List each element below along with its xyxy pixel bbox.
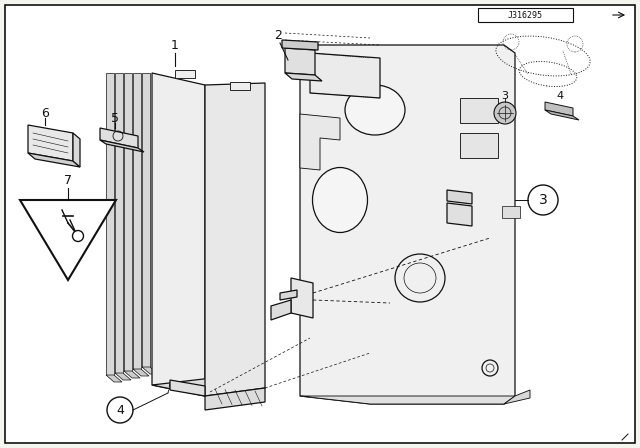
Ellipse shape: [345, 85, 405, 135]
Polygon shape: [300, 45, 515, 404]
Polygon shape: [447, 203, 472, 226]
Polygon shape: [124, 73, 132, 371]
Polygon shape: [124, 371, 140, 378]
Polygon shape: [291, 278, 313, 318]
Polygon shape: [115, 373, 131, 380]
Polygon shape: [152, 378, 265, 396]
Text: J316295: J316295: [508, 10, 543, 20]
Text: 4: 4: [556, 91, 564, 101]
Polygon shape: [28, 153, 80, 167]
Ellipse shape: [312, 168, 367, 233]
Bar: [460, 98, 498, 123]
Polygon shape: [106, 375, 122, 382]
Text: 7: 7: [64, 173, 72, 186]
Bar: [230, 82, 250, 90]
Polygon shape: [100, 128, 138, 148]
Text: 1: 1: [171, 39, 179, 52]
Polygon shape: [280, 290, 297, 300]
Bar: [502, 206, 520, 218]
Text: 2: 2: [274, 29, 282, 42]
Polygon shape: [285, 48, 315, 75]
Polygon shape: [100, 140, 144, 152]
Polygon shape: [545, 110, 579, 120]
Polygon shape: [447, 190, 472, 204]
Circle shape: [72, 231, 83, 241]
Text: 3: 3: [539, 193, 547, 207]
Bar: [478, 8, 573, 22]
Circle shape: [494, 102, 516, 124]
Polygon shape: [205, 83, 265, 396]
Polygon shape: [28, 125, 73, 161]
Polygon shape: [282, 40, 318, 50]
Polygon shape: [133, 73, 141, 369]
Polygon shape: [106, 73, 114, 375]
Text: 3: 3: [502, 91, 509, 101]
Text: 5: 5: [111, 112, 119, 125]
Polygon shape: [300, 114, 340, 170]
Polygon shape: [170, 380, 205, 396]
Polygon shape: [310, 53, 380, 98]
Polygon shape: [504, 390, 530, 404]
Bar: [460, 133, 498, 158]
Polygon shape: [115, 73, 123, 373]
Polygon shape: [205, 388, 265, 410]
Polygon shape: [300, 396, 515, 404]
Polygon shape: [152, 73, 205, 396]
Text: 6: 6: [41, 107, 49, 120]
Polygon shape: [20, 200, 116, 280]
Polygon shape: [271, 300, 291, 320]
Polygon shape: [142, 367, 158, 374]
Polygon shape: [73, 133, 80, 167]
Text: 4: 4: [116, 404, 124, 417]
Polygon shape: [285, 73, 322, 81]
Polygon shape: [142, 73, 150, 367]
Bar: [175, 70, 195, 78]
Polygon shape: [545, 102, 573, 116]
Polygon shape: [133, 369, 149, 376]
